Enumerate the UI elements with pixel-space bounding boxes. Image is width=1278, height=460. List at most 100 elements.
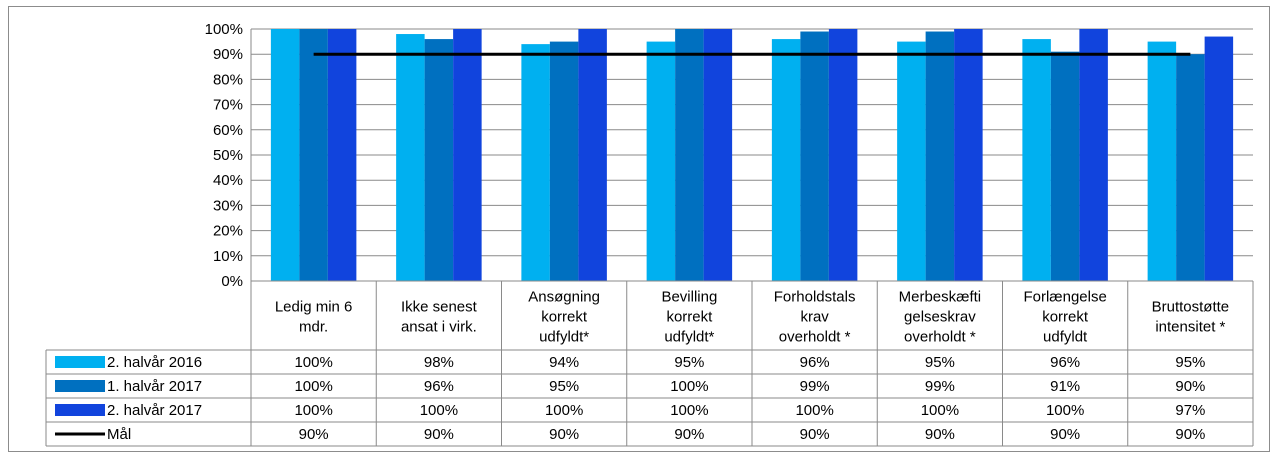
bar bbox=[1176, 54, 1205, 282]
bar bbox=[828, 29, 858, 281]
data-value: 100% bbox=[294, 378, 332, 395]
data-value: 97% bbox=[1175, 402, 1205, 419]
category-label: ansat i virk. bbox=[401, 319, 477, 336]
data-value: 90% bbox=[424, 426, 454, 443]
category-label: Ikke senest bbox=[401, 299, 478, 316]
bar bbox=[925, 31, 955, 281]
bar bbox=[703, 29, 733, 281]
bar bbox=[1204, 36, 1234, 281]
legend-swatch bbox=[55, 404, 105, 416]
y-tick-label: 50% bbox=[213, 147, 243, 164]
category-label: Ledig min 6 bbox=[275, 299, 353, 316]
y-tick-label: 20% bbox=[213, 223, 243, 240]
data-value: 100% bbox=[795, 402, 833, 419]
category-label: mdr. bbox=[299, 319, 328, 336]
data-value: 95% bbox=[549, 378, 579, 395]
legend-label: 2. halvår 2017 bbox=[107, 402, 202, 419]
bar bbox=[396, 34, 425, 281]
category-label: Bruttostøtte bbox=[1152, 299, 1230, 316]
data-value: 90% bbox=[549, 426, 579, 443]
data-value: 99% bbox=[800, 378, 830, 395]
bar bbox=[1147, 41, 1177, 281]
y-tick-label: 100% bbox=[205, 21, 243, 38]
data-value: 100% bbox=[670, 378, 708, 395]
category-label: korrekt bbox=[541, 309, 588, 326]
y-tick-label: 90% bbox=[213, 46, 243, 63]
data-value: 100% bbox=[921, 402, 959, 419]
data-value: 100% bbox=[294, 402, 332, 419]
bar bbox=[521, 44, 550, 282]
bar bbox=[299, 29, 328, 281]
data-value: 100% bbox=[670, 402, 708, 419]
y-tick-label: 40% bbox=[213, 172, 243, 189]
data-value: 91% bbox=[1050, 378, 1080, 395]
data-value: 96% bbox=[424, 378, 454, 395]
y-axis-ticks: 0% 10% 20% 30% 40% 50% 60% 70% 80% 90% 100% bbox=[205, 21, 243, 290]
y-tick-label: 70% bbox=[213, 97, 243, 114]
data-value: 100% bbox=[420, 402, 458, 419]
data-value: 90% bbox=[1175, 426, 1205, 443]
bar bbox=[1022, 39, 1051, 281]
legend-swatch bbox=[55, 380, 105, 392]
category-label: Ansøgning bbox=[528, 289, 600, 306]
bar bbox=[771, 39, 801, 281]
bar bbox=[675, 29, 704, 281]
category-label: krav bbox=[800, 309, 829, 326]
category-label: Merbeskæfti bbox=[899, 289, 982, 306]
category-label: Forholdstals bbox=[774, 289, 856, 306]
category-label: intensitet * bbox=[1155, 319, 1225, 336]
data-value: 95% bbox=[674, 354, 704, 371]
bar bbox=[424, 39, 454, 281]
category-label: overholdt * bbox=[904, 329, 976, 346]
data-value: 90% bbox=[1050, 426, 1080, 443]
y-tick-label: 10% bbox=[213, 248, 243, 265]
data-value: 90% bbox=[925, 426, 955, 443]
bar bbox=[954, 29, 983, 281]
category-label: overholdt * bbox=[779, 329, 851, 346]
category-label: korrekt bbox=[666, 309, 713, 326]
legend-label: 2. halvår 2016 bbox=[107, 354, 202, 371]
bar bbox=[800, 31, 829, 281]
data-value: 100% bbox=[1046, 402, 1084, 419]
data-value: 94% bbox=[549, 354, 579, 371]
category-label: gelseskrav bbox=[904, 309, 976, 326]
data-value: 98% bbox=[424, 354, 454, 371]
category-label: Forlængelse bbox=[1023, 289, 1106, 306]
category-label: Bevilling bbox=[661, 289, 717, 306]
bar bbox=[897, 41, 926, 281]
bar bbox=[578, 29, 607, 281]
category-label: udfyldt bbox=[1043, 329, 1088, 346]
bars bbox=[270, 29, 1234, 282]
bar bbox=[327, 29, 357, 281]
category-label: udfyldt* bbox=[664, 329, 714, 346]
chart-frame: 0% 10% 20% 30% 40% 50% 60% 70% 80% 90% 100% Ledig … bbox=[8, 6, 1270, 452]
bar bbox=[646, 41, 676, 281]
data-value: 90% bbox=[1175, 378, 1205, 395]
legend-label: 1. halvår 2017 bbox=[107, 378, 202, 395]
category-label: udfyldt* bbox=[539, 329, 589, 346]
data-value: 95% bbox=[1175, 354, 1205, 371]
legend-swatch bbox=[55, 356, 105, 368]
data-value: 100% bbox=[294, 354, 332, 371]
data-value: 96% bbox=[1050, 354, 1080, 371]
legend-label: Mål bbox=[107, 426, 131, 443]
data-value: 95% bbox=[925, 354, 955, 371]
data-value: 90% bbox=[299, 426, 329, 443]
data-value: 99% bbox=[925, 378, 955, 395]
y-tick-label: 30% bbox=[213, 197, 243, 214]
data-value: 100% bbox=[545, 402, 583, 419]
category-label: korrekt bbox=[1042, 309, 1089, 326]
bar bbox=[1079, 29, 1108, 281]
bar bbox=[1050, 51, 1080, 282]
bar bbox=[270, 29, 300, 281]
y-tick-label: 80% bbox=[213, 71, 243, 88]
bar bbox=[549, 41, 579, 281]
data-table: Ledig min 6 mdr. Ikke senest ansat i virk. A… bbox=[45, 281, 1254, 447]
bar-chart: 0% 10% 20% 30% 40% 50% 60% 70% 80% 90% 100% Ledig … bbox=[45, 21, 1254, 447]
bar bbox=[453, 29, 482, 281]
data-value: 96% bbox=[800, 354, 830, 371]
data-value: 90% bbox=[800, 426, 830, 443]
y-tick-label: 60% bbox=[213, 122, 243, 139]
y-tick-label: 0% bbox=[221, 273, 243, 290]
data-value: 90% bbox=[674, 426, 704, 443]
